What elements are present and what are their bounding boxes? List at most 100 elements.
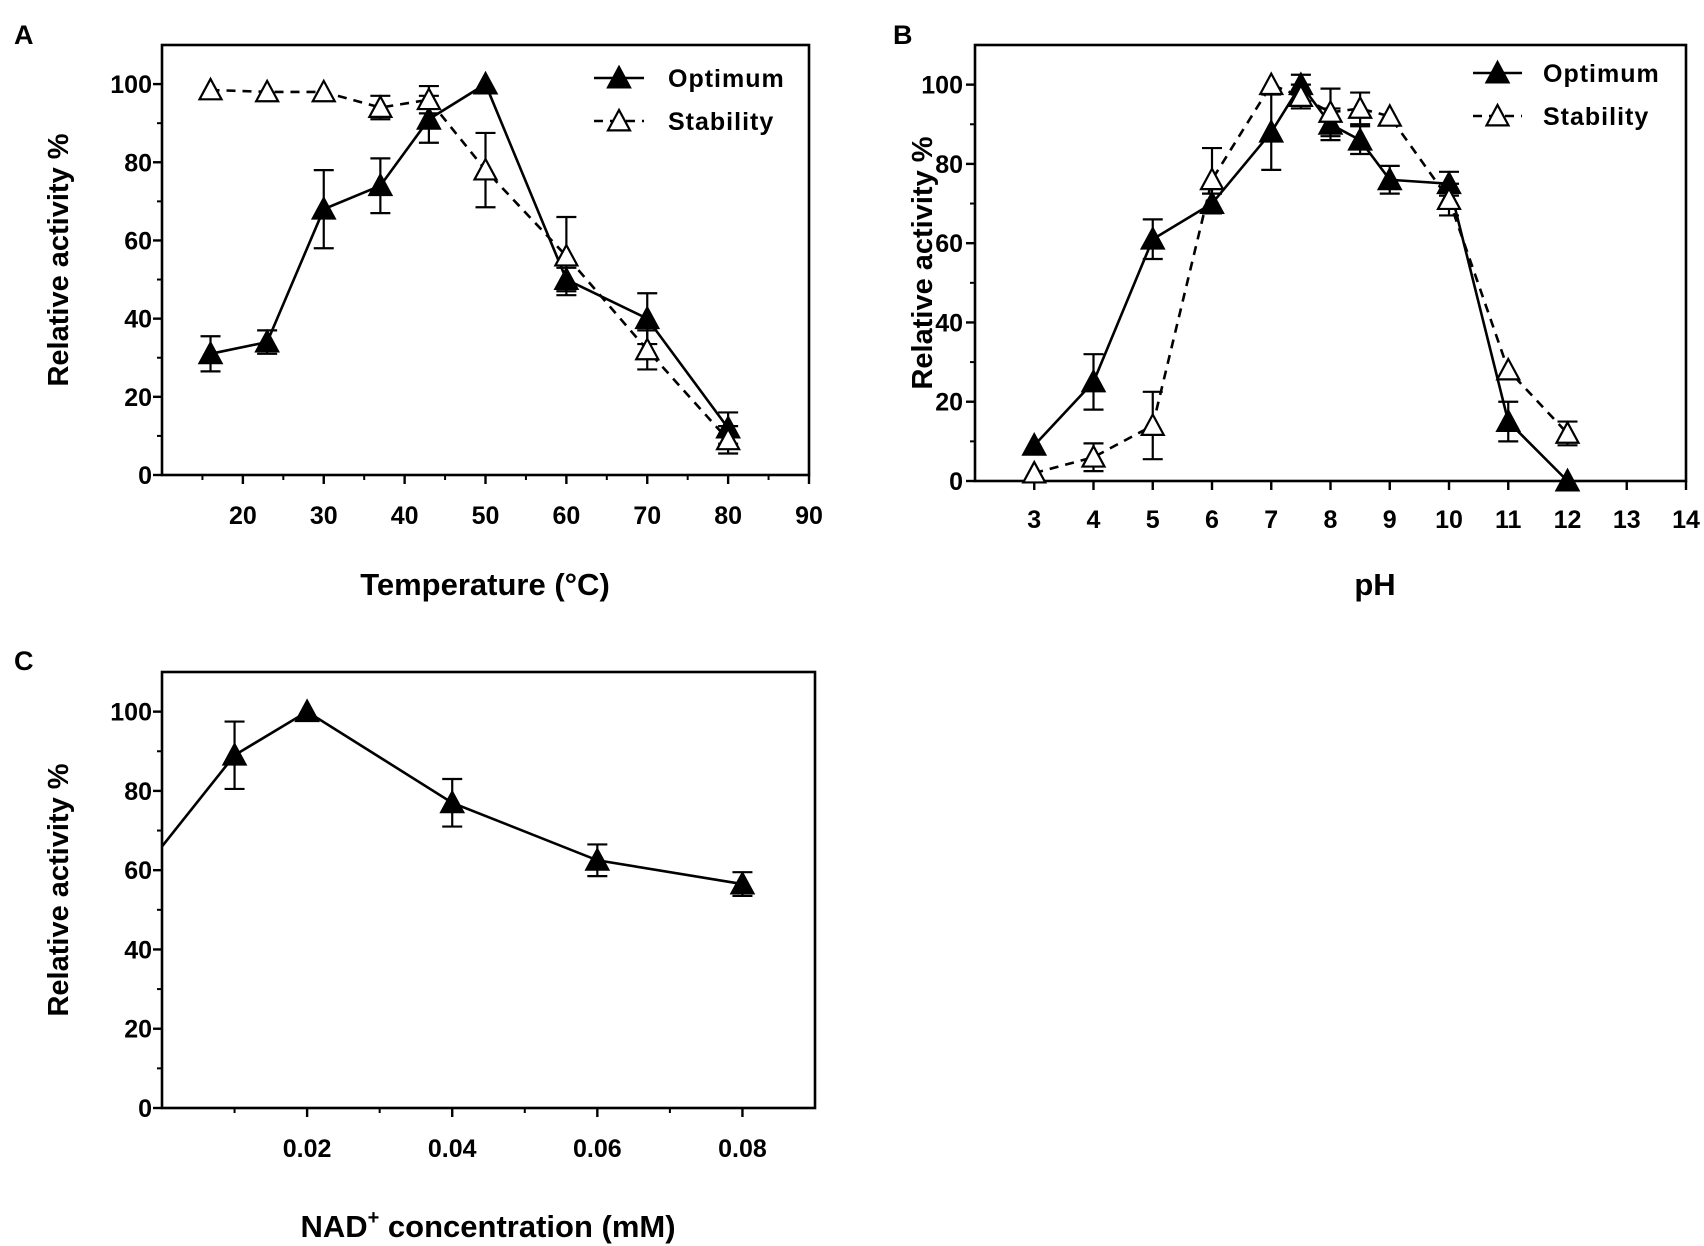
data-point-marker: [634, 305, 661, 330]
data-point-marker: [729, 870, 756, 895]
x-axis-label: pH: [1354, 567, 1395, 602]
legend-label: Optimum: [668, 65, 785, 93]
legend-marker: [1484, 59, 1511, 84]
legend: Optimum Stability: [594, 64, 785, 136]
y-tick-label: 0: [138, 462, 152, 490]
series-stability: [197, 76, 741, 455]
y-tick-label: 100: [921, 72, 963, 100]
panel-A: A 0 20 40 60 80 100 20 30 40 50 60 70 80 90 Relative ac…: [14, 20, 823, 602]
data-point-marker: [1554, 420, 1581, 444]
x-axis-label-sup: +: [368, 1207, 380, 1229]
y-tick-label: 40: [124, 936, 152, 964]
data-point-marker: [1495, 408, 1522, 432]
panel-label: C: [14, 646, 34, 676]
data-point-marker: [1080, 443, 1107, 468]
x-axis-label: Temperature (°C): [360, 567, 610, 602]
data-point-marker: [1376, 103, 1403, 127]
x-tick-label: 8: [1324, 506, 1338, 534]
data-point-marker: [197, 76, 224, 101]
x-tick-label: 50: [472, 502, 500, 530]
data-point-marker: [1021, 459, 1048, 484]
data-point-marker: [197, 340, 224, 365]
legend-marker: [606, 64, 632, 89]
y-tick-label: 0: [138, 1095, 152, 1123]
data-point-marker: [254, 328, 280, 353]
data-point-marker: [1258, 71, 1285, 96]
x-tick-label: 60: [552, 502, 580, 530]
legend-label: Stability: [668, 108, 774, 136]
series-line: [210, 88, 730, 441]
data-point-marker: [416, 86, 442, 111]
panel-label: B: [893, 20, 913, 50]
series-line: [160, 710, 743, 886]
y-tick-label: 80: [124, 149, 152, 177]
y-axis-label: Relative activity %: [43, 763, 75, 1016]
x-axis-label-rest: concentration (mM): [379, 1209, 675, 1244]
y-axis-label: Relative activity %: [907, 136, 939, 389]
data-point-marker: [553, 242, 580, 267]
data-point-marker: [416, 105, 442, 130]
y-tick-label: 80: [935, 151, 963, 179]
x-tick-label: 20: [229, 502, 257, 530]
x-tick-label: 10: [1435, 506, 1463, 534]
data-point-marker: [634, 336, 661, 361]
x-axis-label: NAD+ concentration (mM): [300, 1207, 675, 1244]
x-tick-label: 5: [1146, 506, 1160, 534]
x-tick-label: 14: [1672, 506, 1700, 534]
data-point-marker: [1139, 225, 1166, 250]
x-tick-label: 4: [1087, 506, 1101, 534]
y-tick-label: 20: [124, 384, 152, 412]
legend-label: Optimum: [1543, 60, 1660, 88]
data-point-marker: [294, 698, 320, 723]
data-point-marker: [1258, 118, 1285, 143]
data-point-marker: [1021, 432, 1048, 456]
data-point-marker: [1495, 356, 1522, 381]
series-line: [210, 82, 730, 429]
x-tick-label: 9: [1383, 506, 1397, 534]
x-tick-label: 0.08: [718, 1135, 767, 1163]
legend-marker: [1484, 102, 1511, 127]
data-point-marker: [367, 94, 394, 118]
data-point-marker: [1317, 99, 1344, 123]
series-optimum: [197, 70, 741, 445]
data-point-marker: [1080, 368, 1107, 393]
data-point-marker: [715, 426, 741, 451]
y-tick-label: 60: [935, 230, 963, 258]
data-point-marker: [367, 172, 394, 197]
data-point-marker: [584, 846, 611, 871]
data-point-marker: [472, 156, 499, 181]
x-tick-label: 11: [1495, 506, 1522, 534]
data-point-marker: [1199, 166, 1225, 191]
panel-B: B 0 20 40 60 80 100 3 4 5 6 7 8 9 10 11 12 13 14 Relative a…: [893, 20, 1700, 602]
data-point-marker: [472, 70, 499, 95]
x-axis-label-main: NAD: [300, 1209, 367, 1244]
data-point-marker: [221, 741, 248, 766]
x-tick-label: 6: [1205, 506, 1219, 534]
series-line: [1033, 83, 1569, 475]
y-tick-label: 20: [935, 389, 963, 417]
series-stability: [1021, 71, 1581, 484]
legend: Optimum Stability: [1473, 59, 1660, 131]
x-tick-label: 70: [633, 502, 661, 530]
series-optimum: [1021, 71, 1581, 492]
series-optimum: [160, 698, 756, 898]
y-tick-label: 20: [124, 1016, 152, 1044]
series-line: [1033, 82, 1569, 482]
data-point-marker: [1347, 126, 1373, 151]
data-point-marker: [1139, 412, 1166, 436]
y-tick-label: 60: [124, 227, 152, 255]
x-tick-label: 7: [1264, 506, 1278, 534]
y-tick-label: 80: [124, 778, 152, 806]
data-point-marker: [1554, 467, 1581, 492]
y-tick-label: 0: [949, 468, 963, 496]
x-tick-label: 12: [1554, 506, 1582, 534]
legend-marker: [606, 107, 632, 132]
x-tick-label: 0.02: [283, 1135, 332, 1163]
x-tick-label: 30: [310, 502, 338, 530]
data-point-marker: [310, 195, 337, 220]
x-tick-label: 0.04: [428, 1135, 477, 1163]
y-tick-label: 100: [110, 71, 152, 99]
data-point-marker: [1376, 166, 1403, 191]
x-tick-label: 0.06: [573, 1135, 622, 1163]
